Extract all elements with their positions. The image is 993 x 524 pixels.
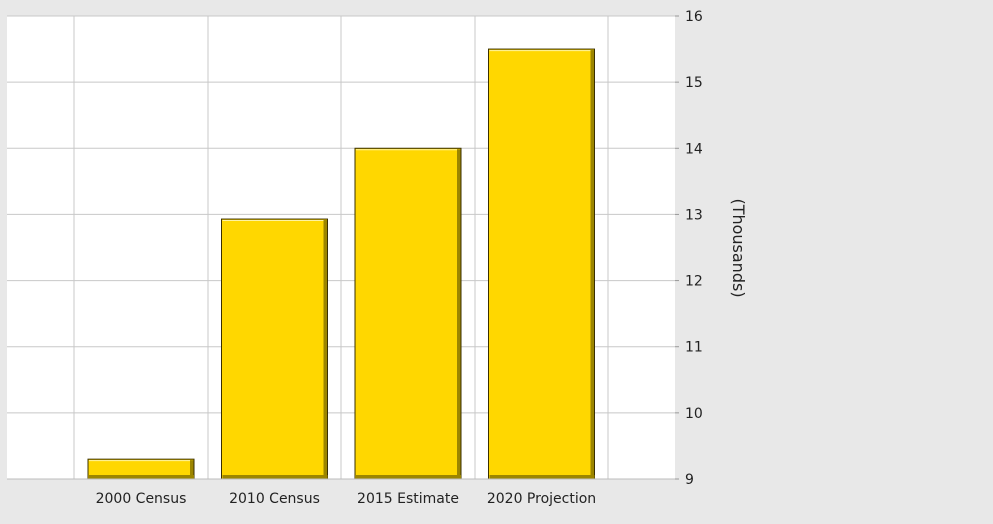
y-tick-label: 12 bbox=[685, 274, 703, 290]
y-axis-ticks: 9 10 11 12 13 14 15 16 bbox=[675, 9, 703, 488]
bar bbox=[87, 458, 195, 480]
bar bbox=[354, 147, 462, 480]
x-category-label: 2010 Census bbox=[229, 491, 320, 507]
bar-shadow-bottom bbox=[89, 475, 194, 479]
bar-fill bbox=[221, 218, 328, 480]
y-tick-label: 14 bbox=[685, 141, 703, 157]
bar-shadow-right bbox=[457, 149, 461, 480]
gridlines bbox=[7, 15, 675, 480]
x-category-label: 2020 Projection bbox=[487, 491, 596, 507]
y-tick-label: 13 bbox=[685, 207, 703, 223]
x-category-label: 2000 Census bbox=[96, 491, 187, 507]
bar-fill bbox=[488, 48, 595, 480]
bars bbox=[87, 48, 595, 480]
y-tick-label: 16 bbox=[685, 9, 703, 25]
y-tick-label: 10 bbox=[685, 406, 703, 422]
bar-shadow-right bbox=[190, 460, 194, 479]
x-category-label: 2015 Estimate bbox=[357, 491, 459, 507]
bar-shadow-bottom bbox=[489, 475, 595, 479]
bar-shadow-bottom bbox=[356, 475, 461, 479]
x-axis-labels: 2000 Census 2010 Census 2015 Estimate 2020 … bbox=[96, 491, 597, 507]
bar-shadow-right bbox=[590, 50, 594, 479]
bar-shadow-bottom bbox=[222, 475, 328, 479]
y-tick-label: 11 bbox=[685, 340, 703, 356]
bar bbox=[488, 48, 595, 480]
bar bbox=[221, 218, 328, 480]
y-axis-title: (Thousands) bbox=[729, 198, 748, 297]
y-tick-label: 9 bbox=[685, 472, 694, 488]
y-tick-label: 15 bbox=[685, 75, 703, 91]
bar-shadow-right bbox=[323, 220, 327, 479]
bar-fill bbox=[354, 147, 462, 480]
